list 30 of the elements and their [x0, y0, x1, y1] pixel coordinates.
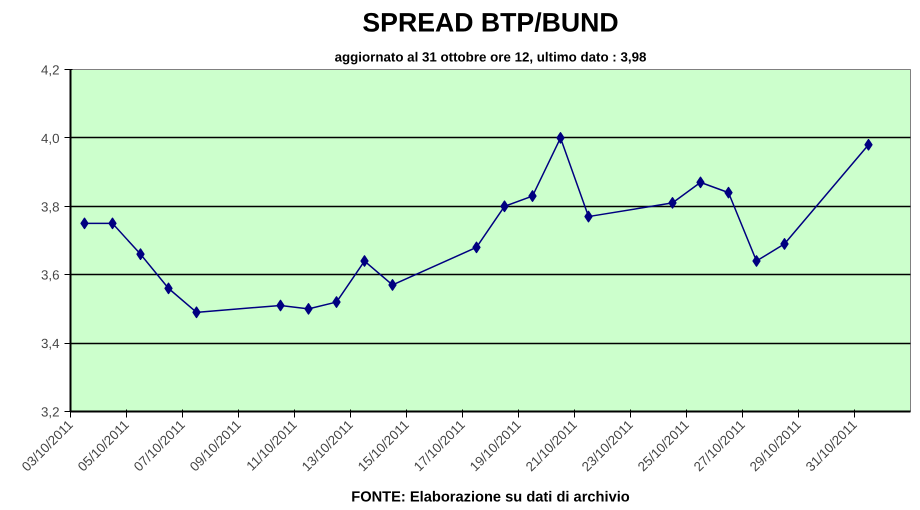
point: [164, 282, 173, 294]
point: [80, 217, 89, 230]
y-tick-label: 4,0: [40, 130, 60, 146]
point: [472, 241, 481, 254]
point: [696, 176, 705, 188]
point: [192, 306, 201, 318]
point: [556, 132, 565, 144]
point: [388, 278, 397, 291]
point: [528, 190, 537, 202]
point: [332, 296, 341, 308]
point: [724, 186, 733, 199]
point: [360, 255, 369, 268]
point: [668, 196, 677, 209]
y-tick-label: 3,6: [40, 268, 60, 283]
y-tick-label: 3,8: [40, 199, 60, 214]
point: [780, 238, 789, 250]
point: [304, 302, 313, 315]
chart-subtitle: aggiornato al 31 ottobre ore 12, ultimo dato : 3,98: [334, 50, 646, 64]
point: [584, 210, 593, 223]
chart-title: SPREAD BTP/BUND: [362, 8, 619, 38]
y-tick-label: 3,4: [40, 336, 60, 352]
point: [500, 200, 509, 212]
point: [136, 248, 145, 260]
point: [276, 299, 285, 312]
point: [864, 138, 873, 151]
source-note: FONTE: Elaborazione su dati di archivio: [351, 490, 630, 506]
y-tick-label: 4,2: [40, 62, 60, 78]
y-tick-label: 3,2: [40, 404, 60, 420]
point: [108, 217, 117, 230]
point: [752, 255, 761, 268]
